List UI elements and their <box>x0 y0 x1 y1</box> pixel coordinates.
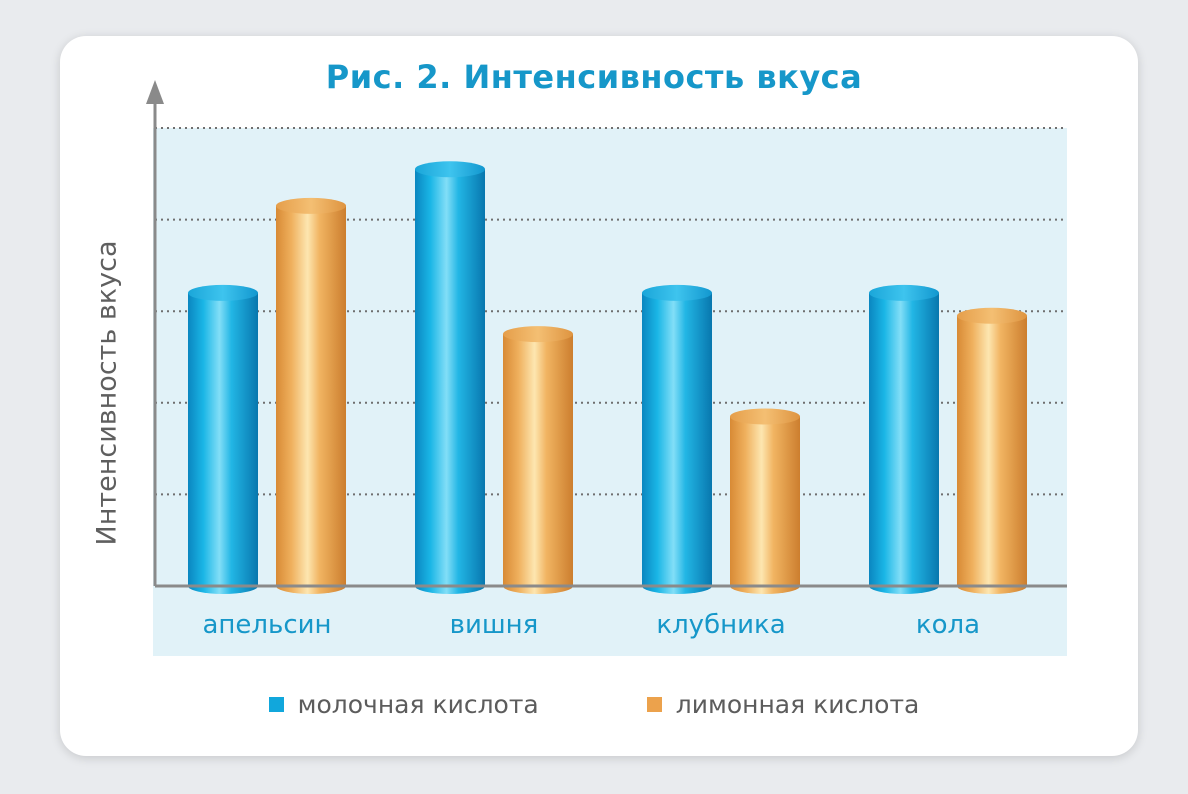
x-tick-label: кола <box>916 610 980 640</box>
y-axis-arrow <box>146 80 164 104</box>
legend-item-citric: лимонная кислота <box>646 690 920 719</box>
bar-body <box>415 169 485 594</box>
legend-label-citric: лимонная кислота <box>675 690 920 719</box>
legend-label-lactic: молочная кислота <box>297 690 539 719</box>
bar-body <box>730 416 800 594</box>
bar-body <box>869 292 939 594</box>
bar-body <box>188 292 258 594</box>
bar-lactic-2 <box>642 284 712 594</box>
legend: молочная кислота лимонная кислота <box>0 690 1188 719</box>
legend-swatch-citric <box>646 697 662 712</box>
bar-cap <box>730 408 800 425</box>
chart-title: Рис. 2. Интенсивность вкуса <box>325 58 863 96</box>
x-tick-label: вишня <box>450 610 539 640</box>
bar-body <box>276 205 346 595</box>
bar-cap <box>869 284 939 301</box>
bar-cap <box>503 326 573 343</box>
bar-cap <box>415 161 485 178</box>
bar-cap <box>957 307 1027 324</box>
bar-lactic-0 <box>188 284 258 594</box>
bar-lactic-1 <box>415 161 485 594</box>
x-tick-label: апельсин <box>202 610 331 640</box>
legend-swatch-lactic <box>268 697 284 712</box>
bar-cap <box>642 284 712 301</box>
bar-body <box>957 315 1027 594</box>
x-tick-label: клубника <box>656 610 785 640</box>
bar-citric-3 <box>957 307 1027 594</box>
bar-citric-2 <box>730 408 800 594</box>
legend-item-lactic: молочная кислота <box>268 690 539 719</box>
bar-lactic-3 <box>869 284 939 594</box>
bar-citric-1 <box>503 326 573 594</box>
bar-citric-0 <box>276 197 346 595</box>
bar-cap <box>276 197 346 214</box>
bar-cap <box>188 284 258 301</box>
bar-body <box>503 334 573 594</box>
bar-body <box>642 292 712 594</box>
